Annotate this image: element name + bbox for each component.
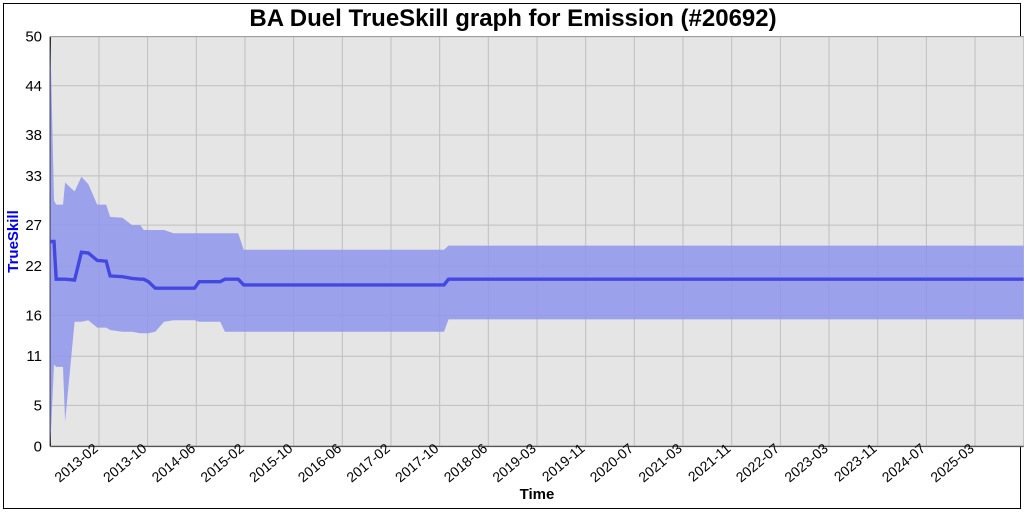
svg-text:11: 11 — [26, 348, 42, 365]
svg-text:22: 22 — [25, 258, 42, 275]
svg-text:16: 16 — [25, 307, 42, 324]
svg-text:Time: Time — [520, 486, 555, 503]
svg-text:BA Duel TrueSkill graph for Em: BA Duel TrueSkill graph for Emission (#2… — [249, 5, 776, 32]
svg-text:TrueSkill: TrueSkill — [5, 210, 22, 273]
svg-text:38: 38 — [25, 127, 42, 144]
svg-text:0: 0 — [34, 438, 42, 455]
svg-text:27: 27 — [25, 217, 42, 234]
svg-text:33: 33 — [25, 168, 42, 185]
svg-text:50: 50 — [25, 29, 42, 46]
svg-text:44: 44 — [25, 78, 42, 95]
svg-text:5: 5 — [34, 397, 42, 414]
